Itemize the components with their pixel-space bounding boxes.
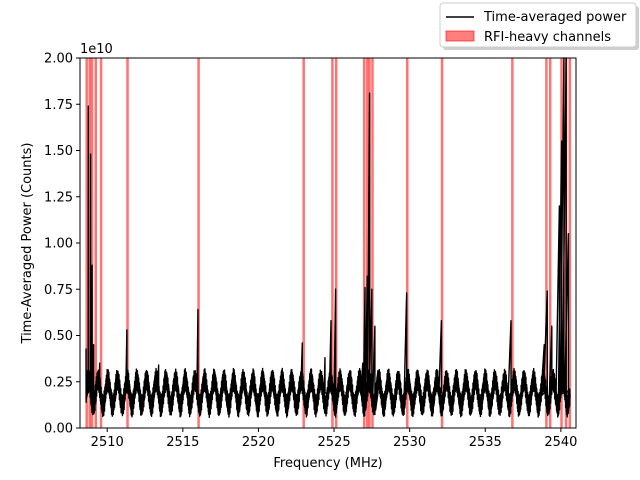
y-tick-label: 0.25 bbox=[44, 375, 73, 390]
y-tick-label: 1.75 bbox=[44, 98, 73, 113]
rfi-band bbox=[440, 58, 444, 428]
rfi-band bbox=[99, 58, 103, 428]
legend-label-rfi: RFI-heavy channels bbox=[484, 30, 611, 45]
legend-label-power: Time-averaged power bbox=[483, 10, 627, 25]
legend-box bbox=[439, 2, 637, 48]
legend: Time-averaged power RFI-heavy channels bbox=[439, 2, 639, 50]
rfi-band bbox=[94, 58, 98, 428]
rfi-band bbox=[548, 58, 552, 428]
rfi-band bbox=[331, 58, 334, 428]
y-tick-label: 0.00 bbox=[44, 422, 73, 437]
x-tick-label: 2525 bbox=[318, 435, 351, 450]
y-tick-label: 2.00 bbox=[44, 52, 73, 67]
x-tick-label: 2540 bbox=[544, 435, 577, 450]
x-tick-label: 2535 bbox=[469, 435, 502, 450]
plot-area bbox=[80, 58, 576, 428]
rfi-band bbox=[90, 58, 94, 428]
x-tick-label: 2520 bbox=[242, 435, 275, 450]
rfi-band bbox=[197, 58, 200, 428]
rfi-band bbox=[406, 58, 409, 428]
rfi-band bbox=[362, 58, 366, 428]
x-tick-label: 2515 bbox=[166, 435, 199, 450]
legend-patch-swatch bbox=[445, 30, 475, 42]
plot-background bbox=[80, 58, 576, 428]
rfi-band bbox=[88, 58, 91, 428]
rfi-band bbox=[511, 58, 514, 428]
y-axis-ticks: 0.00 0.25 0.50 0.75 1.00 1.25 1.50 1.75 2.00 bbox=[44, 52, 80, 437]
x-tick-label: 2510 bbox=[91, 435, 124, 450]
rfi-band bbox=[568, 58, 572, 428]
y-tick-label: 1.00 bbox=[44, 237, 73, 252]
y-tick-label: 1.25 bbox=[44, 190, 73, 205]
rfi-band bbox=[371, 58, 374, 428]
y-axis-label: Time-Averaged Power (Counts) bbox=[20, 143, 35, 345]
x-axis-ticks: 2510 2515 2520 2525 2530 2535 2540 bbox=[91, 428, 577, 450]
y-tick-label: 0.75 bbox=[44, 283, 73, 298]
rfi-band bbox=[365, 58, 369, 428]
rfi-band bbox=[126, 58, 129, 428]
y-tick-label: 0.50 bbox=[44, 329, 73, 344]
y-offset-label: 1e10 bbox=[80, 42, 113, 57]
x-axis-label: Frequency (MHz) bbox=[273, 456, 382, 471]
power-line bbox=[85, 57, 571, 419]
rfi-band bbox=[85, 58, 88, 428]
rfi-band bbox=[302, 58, 305, 428]
y-tick-label: 1.50 bbox=[44, 144, 73, 159]
x-tick-label: 2530 bbox=[393, 435, 426, 450]
rfi-band bbox=[545, 58, 548, 428]
rfi-band bbox=[334, 58, 338, 428]
series-line-time-averaged-power bbox=[85, 57, 571, 419]
